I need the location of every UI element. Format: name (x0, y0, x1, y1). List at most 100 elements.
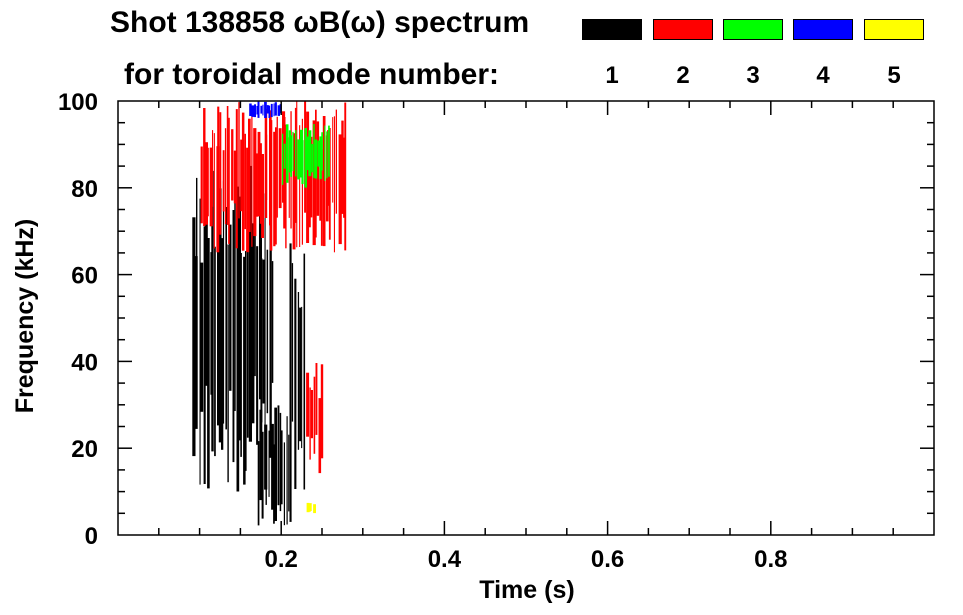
legend-label-mode-4: 4 (816, 62, 830, 89)
spectrum-streak (317, 140, 321, 167)
spectrum-streak (291, 263, 294, 422)
spectrum-streak (268, 430, 270, 497)
spectrum-streak (306, 136, 309, 171)
spectrum-streak (222, 150, 225, 212)
spectrum-streak (219, 112, 222, 235)
spectrum-streak (235, 109, 238, 249)
spectrum-streak (301, 306, 303, 449)
spectrum-streak (192, 217, 196, 457)
region-mode-2-3 (200, 101, 347, 253)
spectrum-streak (309, 387, 311, 460)
spectrum-streak (196, 177, 198, 374)
spectrum-streak (268, 105, 271, 118)
spectrum-streak (257, 131, 261, 217)
spectrum-streak (292, 133, 296, 250)
legend-swatch-mode-3 (723, 19, 783, 40)
spectrum-streak (310, 136, 313, 218)
spectrum-streak (279, 104, 281, 114)
spectrum-streak (320, 364, 324, 459)
spectrum-streak (260, 258, 263, 423)
spectrum-streak (199, 198, 201, 485)
spectrum-streak (328, 128, 331, 240)
legend-label-mode-5: 5 (887, 62, 901, 89)
spectrum-streak (303, 253, 306, 490)
spectrum-streak (311, 144, 314, 173)
spectrum-streak (214, 246, 216, 457)
spectrum-streak (212, 130, 214, 207)
spectrum-streak (306, 502, 310, 513)
spectrum-streak (313, 124, 315, 178)
spectrum-streak (316, 121, 320, 216)
spectrum-streak (256, 105, 258, 115)
spectrum-streak (299, 307, 302, 442)
y-tick-label: 100 (58, 89, 98, 116)
spectrum-streak (270, 103, 273, 118)
spectrum-streak (304, 128, 307, 188)
spectrum-streak (320, 149, 323, 246)
y-tick-label: 40 (71, 349, 98, 376)
spectrum-streak (251, 105, 255, 117)
x-tick-label: 0.4 (428, 546, 462, 573)
y-tick-label: 60 (71, 263, 98, 290)
spectrum-streak (344, 102, 347, 251)
spectrum-streak (271, 261, 274, 383)
spectrum-streak (332, 117, 334, 203)
spectrum-streak (200, 262, 204, 412)
spectrum-streak (319, 147, 322, 221)
axis-ticks (118, 101, 934, 535)
spectrum-streak (310, 503, 312, 511)
spectrum-streak (286, 416, 288, 525)
x-tick-label: 0.8 (754, 546, 787, 573)
spectrum-streak (245, 251, 247, 471)
spectrum-streak (297, 292, 300, 450)
spectrum-streak (281, 133, 284, 185)
spectrum-streak (295, 130, 297, 177)
spectrum-streak (279, 412, 282, 512)
spectrum-streak (256, 246, 259, 445)
spectrum-marks (192, 101, 347, 526)
spectrum-streak (241, 112, 245, 251)
spectrum-streak (260, 105, 263, 114)
spectrum-streak (318, 398, 322, 474)
spectrum-streak (244, 133, 246, 230)
x-axis-label: Time (s) (479, 576, 574, 604)
spectrum-streak (248, 118, 251, 232)
legend-swatch-mode-1 (582, 19, 642, 40)
spectrum-streak (232, 210, 235, 463)
region-mode-2-4 (306, 363, 324, 474)
spectrum-streak (203, 108, 206, 226)
spectrum-streak (296, 101, 298, 248)
spectrum-streak (292, 131, 294, 172)
spectrum-streak (205, 161, 208, 386)
spectrum-streak (269, 175, 272, 458)
spectrum-streak (338, 134, 342, 245)
y-tick-label: 80 (71, 176, 98, 203)
spectrum-streak (314, 139, 318, 179)
spectrum-streak (231, 129, 234, 201)
spectrum-streak (335, 109, 337, 214)
spectrum-streak (261, 431, 264, 519)
spectrum-streak (257, 101, 260, 118)
spectrum-streak (283, 117, 286, 229)
spectrum-streak (265, 433, 267, 505)
spectrum-streak (240, 139, 243, 212)
spectrum-streak (217, 106, 220, 230)
spectrum-streak (288, 130, 291, 173)
spectrum-streak (273, 103, 275, 117)
spectrum-streak (297, 139, 301, 180)
spectrum-streak (275, 127, 277, 245)
legend-swatch-mode-4 (793, 19, 853, 40)
spectrum-streak (224, 128, 227, 225)
spectrum-streak (229, 224, 232, 391)
spectrum-streak (248, 165, 252, 442)
region-mode-1-0 (192, 161, 274, 492)
spectrum-streak (254, 153, 258, 217)
chart-title: Shot 138858 ωB(ω) spectrum (110, 6, 530, 39)
spectrum-streak (301, 140, 304, 185)
spectrum-streak (249, 103, 252, 116)
spectrum-streak (290, 135, 292, 177)
region-mode-3-5 (281, 124, 330, 188)
spectrum-streak (259, 409, 263, 501)
spectrum-streak (238, 196, 241, 441)
spectrum-streak (306, 111, 310, 243)
